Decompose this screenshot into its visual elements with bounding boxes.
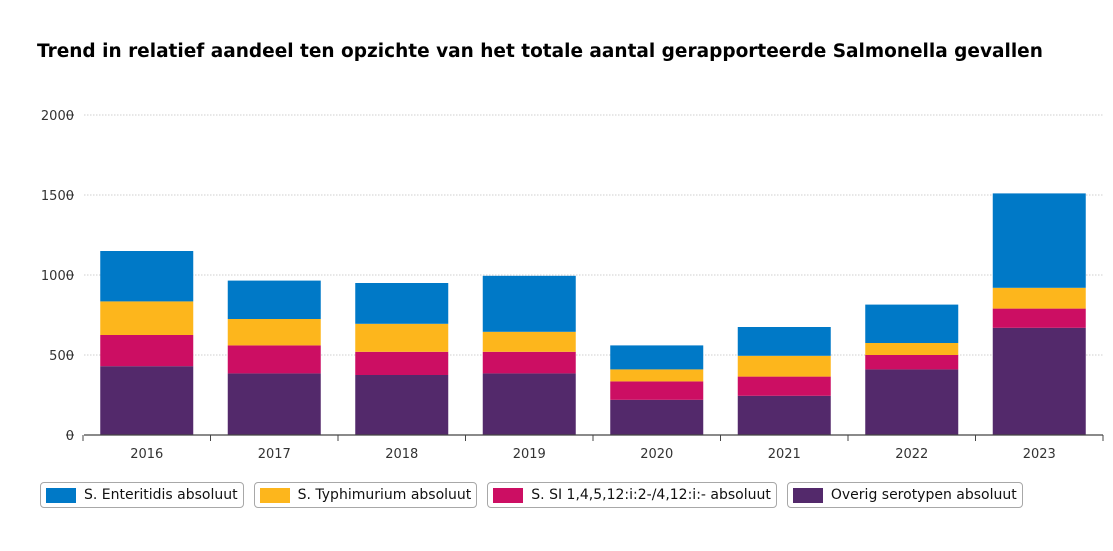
y-tick-label: 2000 [41, 109, 74, 124]
bar-segment-2018-1[interactable] [355, 351, 449, 375]
bar-segment-2016-2[interactable] [100, 301, 194, 335]
legend-swatch [46, 487, 76, 503]
legend-label: S. Enteritidis absoluut [84, 487, 238, 503]
bar-segment-2019-3[interactable] [482, 275, 576, 332]
bar-segment-2022-3[interactable] [865, 304, 959, 343]
x-tick-label: 2020 [640, 447, 673, 462]
bar-segment-2021-0[interactable] [737, 395, 831, 435]
x-tick-label: 2017 [258, 447, 291, 462]
x-tick-label: 2022 [895, 447, 928, 462]
bar-segment-2020-1[interactable] [610, 381, 704, 400]
bar-segment-2022-2[interactable] [865, 343, 959, 355]
legend-swatch [792, 487, 823, 503]
chart-legend: S. Enteritidis absoluut S. Typhimurium ab… [40, 482, 1040, 508]
x-tick-label: 2021 [768, 447, 801, 462]
legend-item[interactable]: S. Typhimurium absoluut [253, 482, 478, 508]
legend-item[interactable]: Overig serotypen absoluut [786, 482, 1023, 508]
bar-segment-2019-0[interactable] [482, 373, 576, 435]
bar-segment-2016-3[interactable] [100, 251, 194, 302]
bar-segment-2017-0[interactable] [227, 373, 321, 435]
legend-swatch [259, 487, 290, 503]
legend-swatch [493, 487, 524, 503]
bar-segment-2017-3[interactable] [227, 280, 321, 319]
bar-segment-2017-2[interactable] [227, 319, 321, 346]
bar-segment-2021-1[interactable] [737, 376, 831, 396]
x-tick-label: 2023 [1023, 447, 1056, 462]
legend-label: S. Typhimurium absoluut [297, 487, 472, 503]
y-tick-label: 500 [49, 349, 74, 364]
bar-segment-2023-3[interactable] [992, 193, 1086, 288]
bar-segment-2018-2[interactable] [355, 323, 449, 352]
bars [100, 193, 1086, 435]
bar-segment-2020-3[interactable] [610, 345, 704, 370]
legend-label: S. SI 1,4,5,12:i:2-/4,12:i:- absoluut [531, 487, 771, 503]
legend-item[interactable]: S. Enteritidis absoluut [40, 482, 244, 508]
bar-segment-2022-0[interactable] [865, 369, 959, 435]
y-tick-label: 1500 [41, 189, 74, 204]
bar-segment-2017-1[interactable] [227, 345, 321, 374]
x-tick-label: 2018 [385, 447, 418, 462]
bar-segment-2016-0[interactable] [100, 366, 194, 435]
y-tick-label: 1000 [41, 269, 74, 284]
bar-segment-2023-1[interactable] [992, 308, 1086, 328]
bar-segment-2022-1[interactable] [865, 355, 959, 370]
bar-segment-2023-2[interactable] [992, 287, 1086, 309]
bar-segment-2018-3[interactable] [355, 283, 449, 324]
x-tick-label: 2016 [130, 447, 163, 462]
y-tick-label: 0 [66, 429, 74, 444]
legend-item[interactable]: S. SI 1,4,5,12:i:2-/4,12:i:- absoluut [487, 482, 777, 508]
bar-segment-2020-0[interactable] [610, 399, 704, 435]
x-axis-ticks: 2016 2017 2018 2019 2020 2021 2022 2023 [82, 435, 1104, 462]
bar-segment-2016-1[interactable] [100, 335, 194, 367]
bar-segment-2020-2[interactable] [610, 369, 704, 382]
bar-segment-2019-1[interactable] [482, 351, 576, 374]
x-tick-label: 2019 [513, 447, 546, 462]
chart-title: Trend in relatief aandeel ten opzichte v… [37, 41, 1043, 62]
bar-segment-2018-0[interactable] [355, 375, 449, 435]
bar-segment-2019-2[interactable] [482, 331, 576, 352]
stacked-bar-chart: 0 500 1000 1500 2000 2016 2017 2018 2019 2020 202… [41, 109, 1104, 462]
bar-segment-2023-0[interactable] [992, 327, 1086, 435]
bar-segment-2021-3[interactable] [737, 327, 831, 356]
y-axis-ticks: 0 500 1000 1500 2000 [41, 109, 74, 444]
bar-segment-2021-2[interactable] [737, 355, 831, 377]
legend-label: Overig serotypen absoluut [830, 487, 1017, 503]
